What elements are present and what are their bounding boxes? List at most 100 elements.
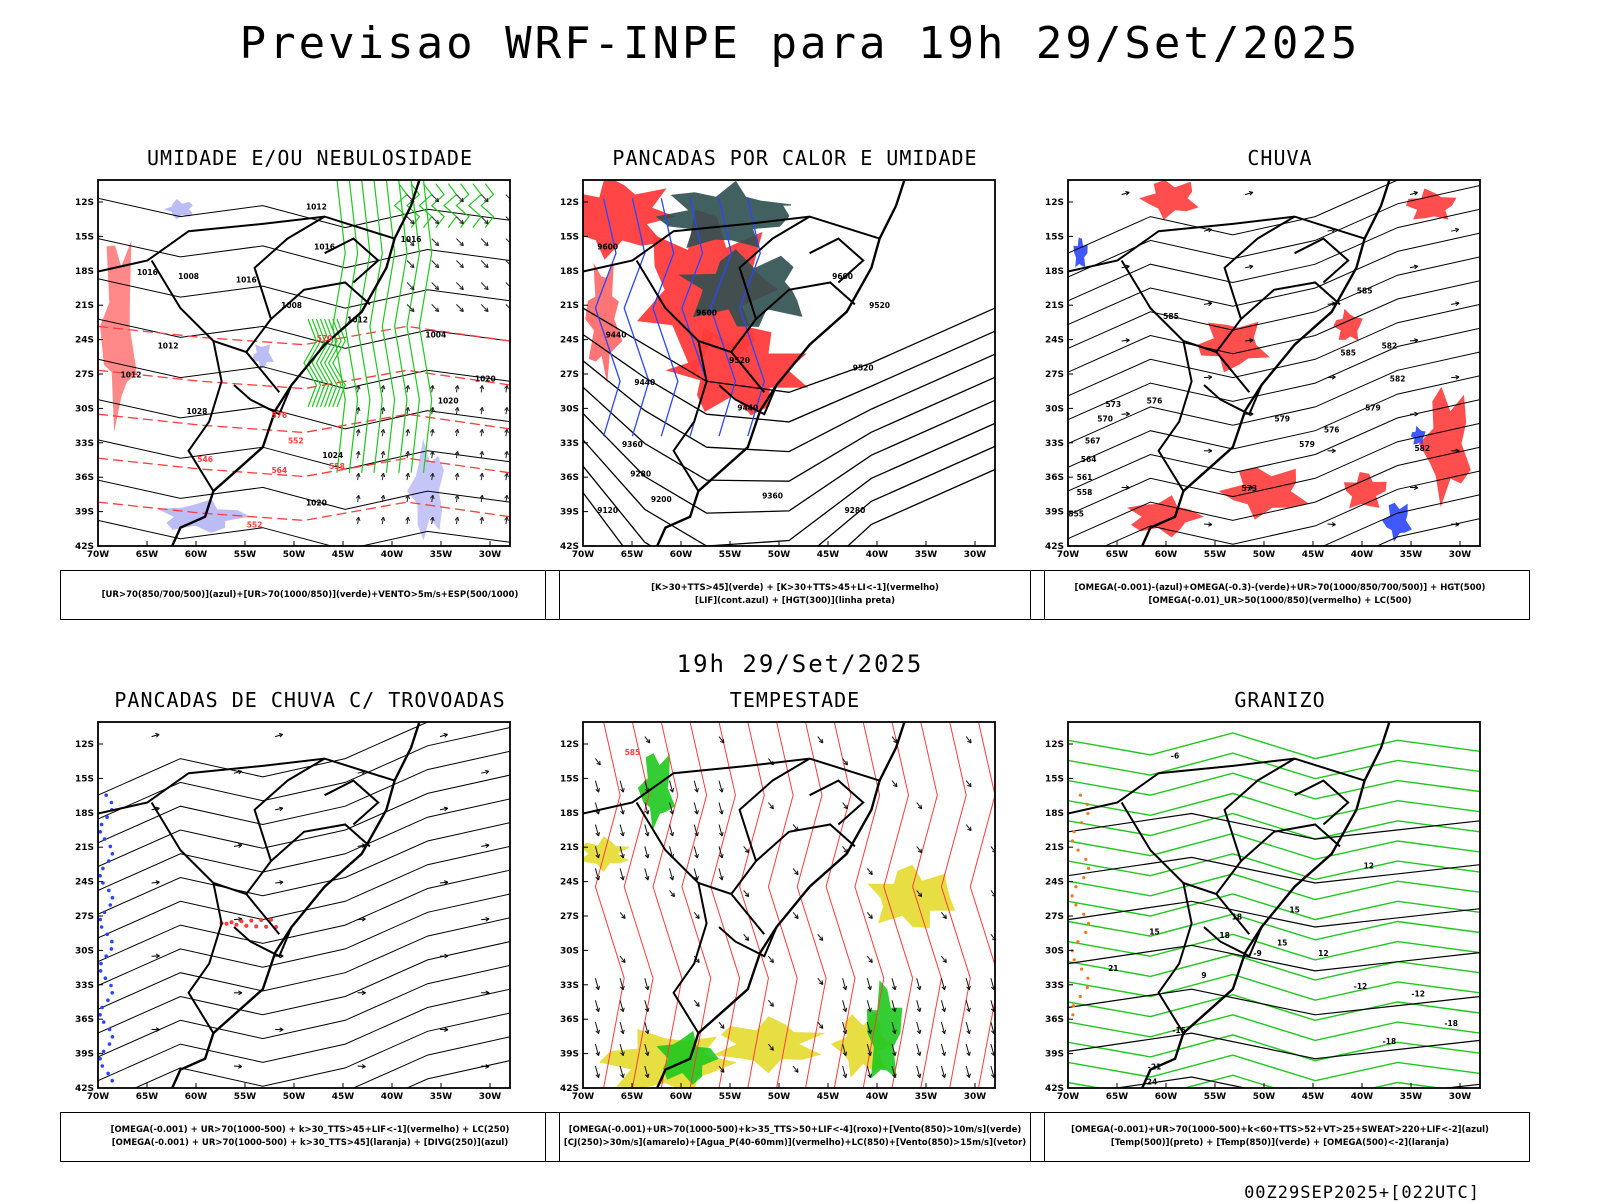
omega-dot bbox=[1079, 995, 1082, 998]
storm-dot bbox=[230, 920, 234, 924]
contour-label: 579 bbox=[1365, 404, 1381, 413]
contour-label: 1012 bbox=[347, 316, 368, 325]
divergence-dot bbox=[104, 954, 108, 958]
divergence-dot bbox=[102, 1050, 106, 1054]
weather-map: 1012101610081012101610201024102810201016… bbox=[60, 174, 560, 564]
lat-tick-label: 30S bbox=[560, 404, 579, 414]
contour-label: 570 bbox=[317, 334, 333, 343]
panel-title: PANCADAS POR CALOR E UMIDADE bbox=[545, 146, 1045, 170]
lon-tick-label: 40W bbox=[866, 550, 889, 560]
lat-tick-label: 36S bbox=[1045, 1015, 1064, 1025]
divergence-dot bbox=[103, 911, 107, 915]
contour-label: 579 bbox=[1274, 415, 1290, 424]
lon-tick-label: 70W bbox=[87, 550, 110, 560]
contour-label: 1016 bbox=[401, 235, 422, 244]
lon-tick-label: 65W bbox=[1106, 550, 1129, 560]
divergence-dot bbox=[110, 947, 114, 951]
omega-dot bbox=[1074, 885, 1077, 888]
omega-dot bbox=[1086, 803, 1089, 806]
legend-line-1: [OMEGA(-0.001)+UR>70(1000-500)+k<60+TTS>… bbox=[1071, 1124, 1489, 1137]
omega-dot bbox=[1073, 958, 1076, 961]
lat-tick-label: 12S bbox=[560, 198, 579, 208]
lat-tick-label: 21S bbox=[560, 843, 579, 853]
lat-tick-label: 21S bbox=[560, 301, 579, 311]
lon-tick-label: 70W bbox=[1057, 550, 1080, 560]
contour-label: 573 bbox=[1241, 484, 1257, 493]
divergence-dot bbox=[99, 962, 103, 966]
contour-label: 579 bbox=[1299, 440, 1315, 449]
contour-label: 552 bbox=[247, 521, 263, 530]
omega-dot bbox=[1086, 977, 1089, 980]
lon-tick-label: 45W bbox=[332, 1092, 355, 1102]
contour-label: 576 bbox=[1324, 426, 1340, 435]
legend-line-1: [OMEGA(-0.001)-(azul)+OMEGA(-0.3)-(verde… bbox=[1075, 582, 1486, 595]
omega-dot bbox=[1080, 968, 1083, 971]
weather-map: -6-9-12-15-18-21-24-12-18121518219151215… bbox=[1030, 716, 1530, 1106]
panel-title: TEMPESTADE bbox=[545, 688, 1045, 712]
lat-tick-label: 27S bbox=[75, 912, 94, 922]
omega-dot bbox=[1071, 839, 1074, 842]
omega-dot bbox=[1082, 876, 1085, 879]
divergence-dot bbox=[106, 998, 110, 1002]
storm-dot bbox=[264, 925, 268, 929]
lat-tick-label: 33S bbox=[75, 981, 94, 991]
contour-label: 9120 bbox=[597, 506, 618, 515]
lon-tick-label: 60W bbox=[670, 1092, 693, 1102]
panel-title: UMIDADE E/OU NEBULOSIDADE bbox=[60, 146, 560, 170]
contour-label: 1016 bbox=[137, 268, 158, 277]
lon-tick-label: 55W bbox=[1204, 550, 1227, 560]
panel-legend: [UR>70(850/700/500)](azul)+[UR>70(1000/8… bbox=[60, 570, 560, 620]
contour-label: 1008 bbox=[281, 301, 302, 310]
contour-label: 558 bbox=[1077, 488, 1093, 497]
lat-tick-label: 27S bbox=[75, 370, 94, 380]
lat-tick-label: 27S bbox=[560, 912, 579, 922]
lat-tick-label: 30S bbox=[75, 946, 94, 956]
lat-tick-label: 33S bbox=[560, 981, 579, 991]
lat-tick-label: 24S bbox=[560, 336, 579, 346]
contour-label: -21 bbox=[1148, 1063, 1162, 1072]
panel-title: CHUVA bbox=[1030, 146, 1530, 170]
lat-tick-label: 30S bbox=[1045, 404, 1064, 414]
omega-dot bbox=[1084, 931, 1087, 934]
panel-title: PANCADAS DE CHUVA C/ TROVOADAS bbox=[60, 688, 560, 712]
divergence-dot bbox=[109, 984, 113, 988]
lon-tick-label: 70W bbox=[1057, 1092, 1080, 1102]
map-content: 1012101610081012101610201024102810201016… bbox=[98, 180, 513, 550]
lat-tick-label: 21S bbox=[75, 843, 94, 853]
lat-tick-label: 24S bbox=[560, 878, 579, 888]
legend-line-1: [OMEGA(-0.001) + UR>70(1000-500) + k>30_… bbox=[111, 1124, 510, 1137]
contour-label: 21 bbox=[1108, 964, 1118, 973]
lon-tick-label: 50W bbox=[1253, 1092, 1276, 1102]
lat-tick-label: 15S bbox=[1045, 774, 1064, 784]
lat-tick-label: 15S bbox=[560, 774, 579, 784]
lon-tick-label: 35W bbox=[430, 550, 453, 560]
lon-tick-label: 45W bbox=[1302, 1092, 1325, 1102]
divergence-dot bbox=[103, 837, 107, 841]
lon-tick-label: 40W bbox=[866, 1092, 889, 1102]
legend-line-1: [UR>70(850/700/500)](azul)+[UR>70(1000/8… bbox=[102, 589, 519, 602]
contour-label: 1012 bbox=[306, 202, 327, 211]
contour-label: 582 bbox=[1414, 444, 1430, 453]
contour-label: 9600 bbox=[597, 243, 618, 252]
panel-legend: [OMEGA(-0.001)-(azul)+OMEGA(-0.3)-(verde… bbox=[1030, 570, 1530, 620]
omega-dot bbox=[1084, 858, 1087, 861]
contour-label: 585 bbox=[1340, 349, 1356, 358]
omega-dot bbox=[1087, 922, 1090, 925]
contour-label: 573 bbox=[1105, 400, 1121, 409]
lon-tick-label: 55W bbox=[1204, 1092, 1227, 1102]
panel-title: GRANIZO bbox=[1030, 688, 1530, 712]
divergence-dot bbox=[105, 933, 109, 937]
storm-dot bbox=[254, 924, 258, 928]
divergence-dot bbox=[104, 976, 108, 980]
lon-tick-label: 35W bbox=[915, 550, 938, 560]
contour-label: 9200 bbox=[651, 495, 672, 504]
lon-tick-label: 40W bbox=[1351, 1092, 1374, 1102]
contour-label: 9360 bbox=[762, 491, 783, 500]
lon-tick-label: 55W bbox=[234, 550, 257, 560]
divergence-dot bbox=[110, 940, 114, 944]
lon-tick-label: 35W bbox=[430, 1092, 453, 1102]
contour-label: 9600 bbox=[696, 308, 717, 317]
contour-label: -18 bbox=[1383, 1037, 1397, 1046]
divergence-dot bbox=[100, 925, 104, 929]
